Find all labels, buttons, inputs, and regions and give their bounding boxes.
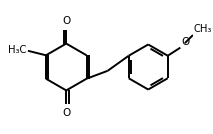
Text: H₃C: H₃C xyxy=(8,45,26,55)
Text: O: O xyxy=(62,16,70,26)
Text: O: O xyxy=(181,37,190,47)
Text: O: O xyxy=(62,108,70,118)
Text: CH₃: CH₃ xyxy=(194,24,212,34)
